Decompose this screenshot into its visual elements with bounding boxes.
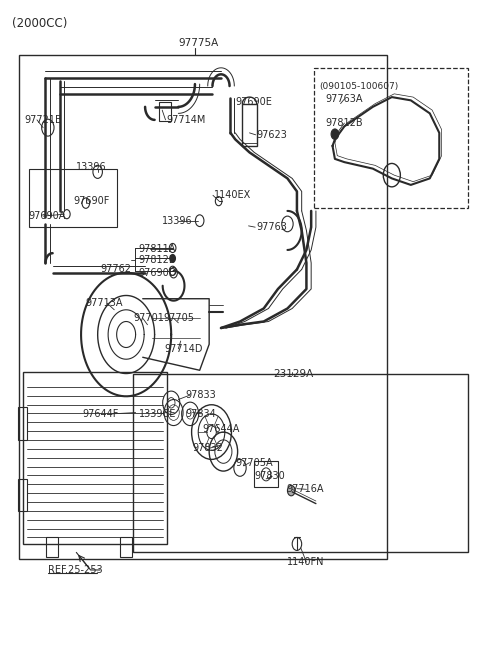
- Text: 97690F: 97690F: [73, 196, 109, 206]
- Text: 23129A: 23129A: [273, 369, 313, 379]
- Text: 97644A: 97644A: [202, 424, 240, 434]
- Circle shape: [331, 129, 339, 139]
- Text: 97714M: 97714M: [167, 115, 206, 125]
- Text: 97713A: 97713A: [86, 298, 123, 308]
- Bar: [23, 371, 168, 544]
- Circle shape: [170, 255, 176, 262]
- Bar: [159, 102, 171, 121]
- Text: 97644F: 97644F: [83, 409, 119, 419]
- Text: 97716A: 97716A: [287, 484, 324, 495]
- Bar: [313, 68, 468, 208]
- Text: (2000CC): (2000CC): [12, 17, 68, 30]
- Text: 1140EX: 1140EX: [214, 190, 251, 200]
- Bar: [18, 407, 27, 440]
- Text: 97705: 97705: [163, 314, 194, 323]
- Text: 97763A: 97763A: [325, 94, 363, 104]
- Text: 97701: 97701: [133, 314, 164, 323]
- Text: 1339CE: 1339CE: [139, 409, 176, 419]
- Text: 13396: 13396: [76, 161, 107, 172]
- Text: 97832: 97832: [192, 443, 223, 453]
- Text: 97714D: 97714D: [164, 344, 203, 354]
- Bar: [47, 537, 58, 557]
- Text: 1140FN: 1140FN: [287, 557, 324, 567]
- Bar: [254, 461, 278, 487]
- Circle shape: [288, 485, 295, 496]
- Text: (090105-100607): (090105-100607): [320, 81, 399, 91]
- Bar: [18, 479, 27, 512]
- Bar: [133, 373, 468, 552]
- Text: 97830: 97830: [254, 471, 285, 482]
- Text: 97834: 97834: [185, 409, 216, 419]
- Text: 97812B: 97812B: [138, 255, 176, 265]
- Text: 97762: 97762: [100, 264, 131, 274]
- Text: 97690D: 97690D: [138, 268, 176, 277]
- Text: 13396: 13396: [162, 216, 192, 226]
- Bar: [19, 55, 387, 559]
- Text: 97690E: 97690E: [235, 96, 272, 107]
- Text: 97763: 97763: [257, 222, 288, 232]
- Text: 97833: 97833: [185, 390, 216, 400]
- Bar: [29, 169, 117, 227]
- Text: 97623: 97623: [257, 130, 288, 140]
- Text: 97811A: 97811A: [138, 243, 175, 254]
- Text: 97721B: 97721B: [24, 115, 62, 125]
- Bar: [242, 104, 257, 146]
- Text: 97690A: 97690A: [29, 211, 66, 221]
- Bar: [120, 537, 132, 557]
- Text: 97812B: 97812B: [325, 118, 363, 128]
- Text: 97775A: 97775A: [179, 38, 218, 48]
- Text: 97705A: 97705A: [235, 458, 273, 468]
- Text: REF.25-253: REF.25-253: [48, 565, 102, 575]
